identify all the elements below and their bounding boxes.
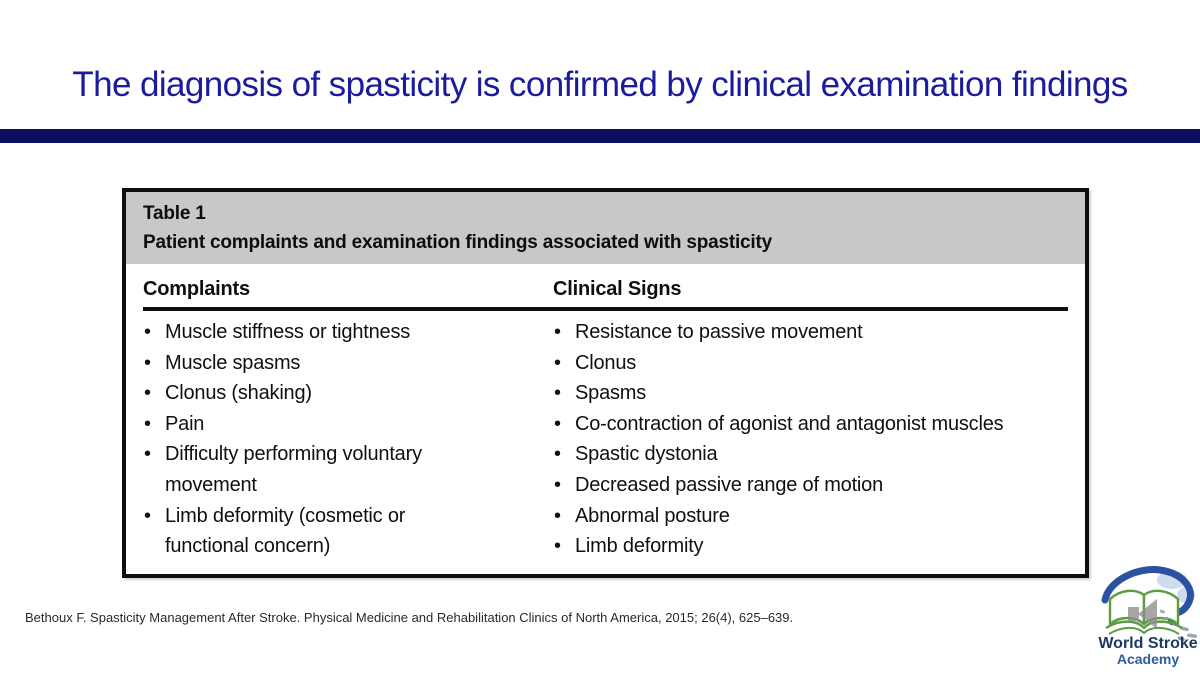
table-body: Complaints Clinical Signs Muscle stiffne…: [126, 277, 1085, 562]
citation: Bethoux F. Spasticity Management After S…: [25, 610, 794, 625]
column-header-complaints: Complaints: [143, 278, 250, 300]
list-item: Spastic dystonia: [553, 439, 1068, 470]
slide-title: The diagnosis of spasticity is confirmed…: [72, 65, 1128, 104]
list-item: Pain: [143, 409, 553, 440]
column-header-row: Complaints Clinical Signs: [143, 277, 1068, 302]
list-item: Spasms: [553, 378, 1068, 409]
table-rule: [143, 307, 1068, 311]
table-caption: Patient complaints and examination findi…: [143, 231, 772, 253]
list-item: Co-contraction of agonist and antagonist…: [553, 409, 1068, 440]
list-item: Resistance to passive movement: [553, 317, 1068, 348]
table-label: Table 1: [143, 203, 206, 224]
table-lists: Muscle stiffness or tightness Muscle spa…: [143, 317, 1068, 562]
list-item: Limb deformity (cosmetic or functional c…: [143, 501, 553, 562]
list-item: Difficulty performing voluntary movement: [143, 439, 553, 500]
column-header-clinical-signs: Clinical Signs: [553, 278, 682, 300]
table-figure: Table 1 Patient complaints and examinati…: [122, 188, 1089, 578]
clinical-signs-list: Resistance to passive movement Clonus Sp…: [553, 317, 1068, 562]
list-item: Muscle spasms: [143, 348, 553, 379]
wsa-logo: World Stroke Academy: [1092, 564, 1200, 672]
logo-wordmark-line1: World Stroke: [1098, 635, 1197, 652]
list-item: Decreased passive range of motion: [553, 470, 1068, 501]
list-item: Clonus (shaking): [143, 378, 553, 409]
complaints-list: Muscle stiffness or tightness Muscle spa…: [143, 317, 553, 562]
table-header-band: Table 1 Patient complaints and examinati…: [126, 192, 1085, 264]
list-item: Muscle stiffness or tightness: [143, 317, 553, 348]
muted-speaker-icon[interactable]: [1128, 599, 1169, 629]
list-item: Abnormal posture: [553, 501, 1068, 532]
list-item: Clonus: [553, 348, 1068, 379]
title-divider: [0, 129, 1200, 143]
logo-wordmark-line2: Academy: [1117, 651, 1179, 667]
list-item: Limb deformity: [553, 531, 1068, 562]
